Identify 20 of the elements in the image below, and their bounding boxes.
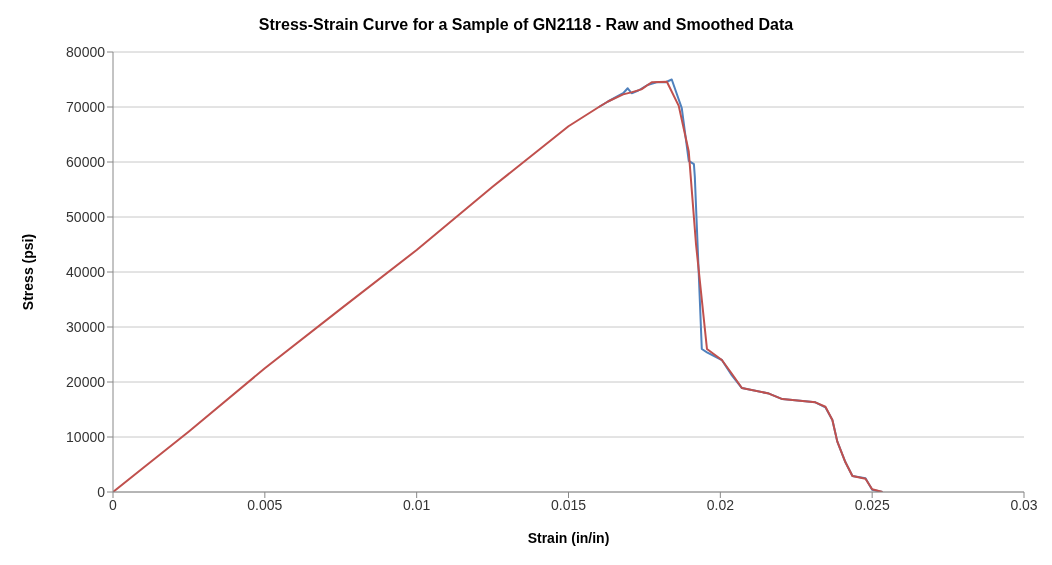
x-tick-label: 0 <box>109 496 118 513</box>
line-series <box>113 80 884 492</box>
y-axis-title: Stress (psi) <box>19 233 36 311</box>
y-tick-label: 70000 <box>66 98 106 115</box>
x-tick-label: 0.025 <box>854 496 890 513</box>
y-tick-label: 40000 <box>66 263 106 280</box>
x-tick-label: 0.03 <box>1010 496 1038 513</box>
y-tick-label: 80000 <box>66 43 106 60</box>
y-tick-label: 50000 <box>66 208 106 225</box>
x-tick-label: 0.01 <box>403 496 431 513</box>
chart-title: Stress-Strain Curve for a Sample of GN2118 - Raw and Smoothed Data <box>257 15 795 35</box>
x-tick-label: 0.005 <box>247 496 283 513</box>
y-tick-label: 0 <box>97 483 106 500</box>
y-tick-label: 20000 <box>66 373 106 390</box>
y-tick-label: 60000 <box>66 153 106 170</box>
y-tick-label: 10000 <box>66 428 106 445</box>
x-axis-title: Strain (in/in) <box>527 530 610 546</box>
y-tick-label: 30000 <box>66 318 106 335</box>
x-tick-label: 0.015 <box>550 496 587 513</box>
x-tick-label: 0.02 <box>706 496 735 513</box>
